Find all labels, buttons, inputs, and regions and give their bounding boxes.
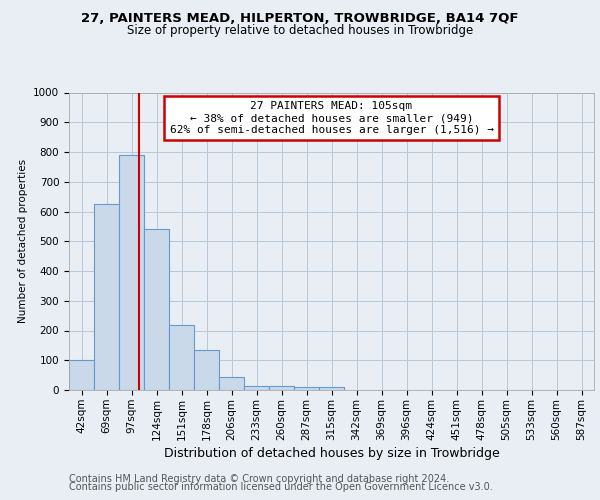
Bar <box>69 360 94 390</box>
Bar <box>319 387 344 390</box>
Text: Size of property relative to detached houses in Trowbridge: Size of property relative to detached ho… <box>127 24 473 37</box>
Text: Contains public sector information licensed under the Open Government Licence v3: Contains public sector information licen… <box>69 482 493 492</box>
Text: 27, PAINTERS MEAD, HILPERTON, TROWBRIDGE, BA14 7QF: 27, PAINTERS MEAD, HILPERTON, TROWBRIDGE… <box>81 12 519 26</box>
Bar <box>144 230 169 390</box>
Y-axis label: Number of detached properties: Number of detached properties <box>17 159 28 324</box>
Bar <box>194 350 219 390</box>
Bar <box>294 387 319 390</box>
Bar <box>94 204 119 390</box>
Bar <box>169 324 194 390</box>
Bar <box>244 386 269 390</box>
X-axis label: Distribution of detached houses by size in Trowbridge: Distribution of detached houses by size … <box>164 446 499 460</box>
Bar <box>219 376 244 390</box>
Text: 27 PAINTERS MEAD: 105sqm
← 38% of detached houses are smaller (949)
62% of semi-: 27 PAINTERS MEAD: 105sqm ← 38% of detach… <box>170 102 493 134</box>
Bar <box>269 386 294 390</box>
Bar <box>119 155 144 390</box>
Text: Contains HM Land Registry data © Crown copyright and database right 2024.: Contains HM Land Registry data © Crown c… <box>69 474 449 484</box>
